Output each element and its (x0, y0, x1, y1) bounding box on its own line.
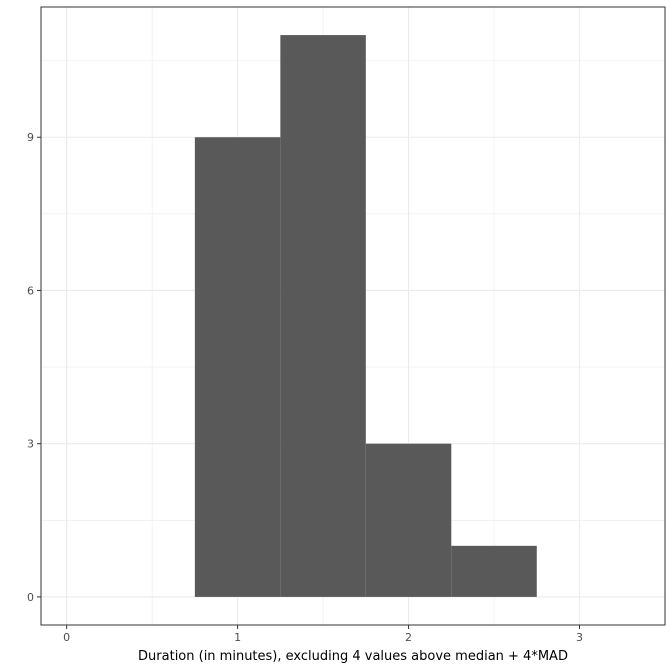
x-tick-label: 2 (405, 631, 412, 644)
histogram-bar-4 (451, 545, 537, 597)
histogram-bar-3 (365, 443, 452, 597)
y-tick-label: 3 (27, 438, 34, 451)
histogram-bars (194, 35, 537, 597)
y-tick-label: 0 (27, 591, 34, 604)
histogram-bar-1 (194, 137, 281, 597)
x-tick-label: 1 (234, 631, 241, 644)
x-tick-label: 0 (63, 631, 70, 644)
x-axis-ticks: 0 1 2 3 (63, 625, 583, 644)
x-tick-label: 3 (576, 631, 583, 644)
y-tick-label: 6 (27, 284, 34, 297)
y-tick-label: 9 (27, 131, 34, 144)
y-axis-ticks: 0 3 6 9 (27, 131, 41, 604)
x-axis-title: Duration (in minutes), excluding 4 value… (138, 649, 568, 664)
panel-border (40, 6, 666, 626)
histogram-bar-2 (280, 35, 366, 597)
